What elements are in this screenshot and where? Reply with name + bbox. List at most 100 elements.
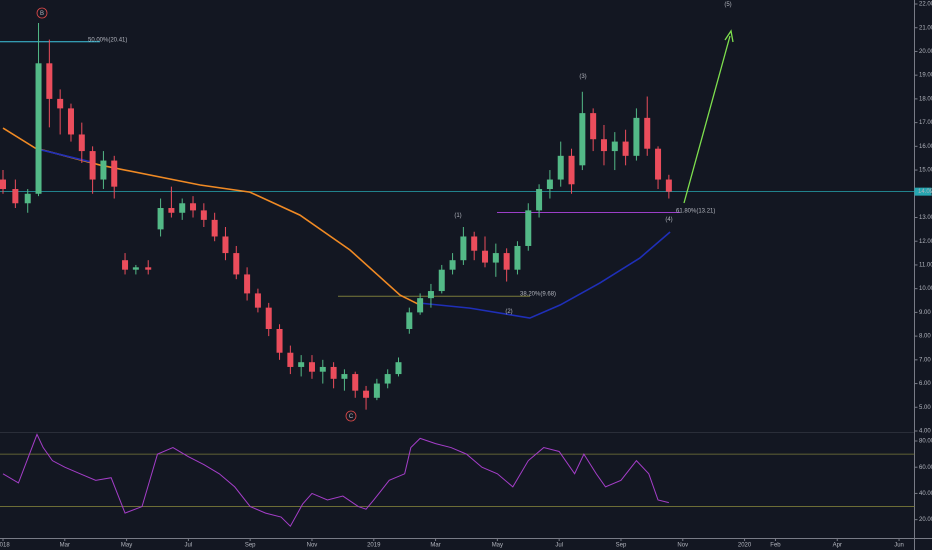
y-tick-label: 10.00 bbox=[919, 286, 932, 292]
candle-body bbox=[254, 293, 261, 308]
fib-label: 50.00%(20.41) bbox=[88, 38, 127, 44]
moving-average bbox=[36, 148, 96, 164]
candle-body bbox=[373, 383, 380, 398]
y-tick-label: 19.00 bbox=[919, 73, 932, 79]
wave-label: (5) bbox=[724, 2, 731, 8]
x-tick-label: May bbox=[121, 543, 132, 549]
x-tick-label: Jun bbox=[894, 543, 904, 549]
y-tick-label: 7.00 bbox=[919, 357, 931, 363]
candle-body bbox=[590, 113, 597, 140]
y-tick-label: 21.00 bbox=[919, 25, 932, 31]
rsi-tick-label: 40.00 bbox=[919, 491, 932, 497]
y-tick-label: 20.00 bbox=[919, 49, 932, 55]
x-tick-label: Nov bbox=[677, 543, 688, 549]
candle-body bbox=[12, 189, 19, 204]
y-tick-label: 18.00 bbox=[919, 96, 932, 102]
candle-body bbox=[122, 260, 129, 270]
candle-body bbox=[363, 390, 370, 398]
wave-circle bbox=[36, 7, 48, 19]
wave-label: B bbox=[40, 11, 44, 17]
candle-body bbox=[287, 352, 294, 367]
candle-body bbox=[525, 210, 532, 246]
candle-body bbox=[536, 189, 543, 211]
rsi-tick-label: 20.00 bbox=[919, 517, 932, 523]
y-tick-label: 11.00 bbox=[919, 263, 932, 269]
y-tick-label: 12.00 bbox=[919, 239, 932, 245]
x-tick-label: Mar bbox=[60, 543, 70, 549]
candle-body bbox=[417, 298, 424, 313]
rsi-tick-label: 80.00 bbox=[919, 439, 932, 445]
rsi-tick-label: 60.00 bbox=[919, 465, 932, 471]
x-tick-label: Sep bbox=[245, 543, 256, 549]
y-tick-label: 6.00 bbox=[919, 381, 931, 387]
y-tick-label: 22.00 bbox=[919, 2, 932, 8]
candle-body bbox=[633, 117, 640, 156]
candle-body bbox=[24, 193, 31, 204]
candle-body bbox=[276, 328, 283, 353]
candle-body bbox=[319, 366, 326, 372]
candle-body bbox=[557, 155, 564, 180]
y-tick-label: 4.00 bbox=[919, 429, 931, 435]
y-tick-label: 8.00 bbox=[919, 334, 931, 340]
candle-body bbox=[471, 236, 478, 251]
candle-body bbox=[352, 374, 359, 391]
rsi-line bbox=[2, 433, 669, 528]
candle-body bbox=[341, 374, 348, 379]
wave-label: (3) bbox=[579, 74, 586, 80]
x-tick-label: 2020 bbox=[738, 543, 752, 549]
candle-body bbox=[78, 134, 85, 152]
candle-body bbox=[57, 98, 64, 109]
candle-body bbox=[46, 63, 53, 99]
candle-body bbox=[157, 208, 164, 230]
candle-body bbox=[427, 291, 434, 299]
candle-body bbox=[222, 236, 229, 254]
candle-body bbox=[168, 208, 175, 213]
candle-body bbox=[492, 253, 499, 263]
candle-body bbox=[190, 203, 197, 211]
x-tick-label: Sep bbox=[616, 543, 627, 549]
candle-body bbox=[298, 362, 305, 367]
x-tick-label: Jul bbox=[185, 543, 193, 549]
candle-body bbox=[395, 362, 402, 375]
candle-body bbox=[265, 307, 272, 329]
x-tick-label: May bbox=[492, 543, 503, 549]
candle-body bbox=[514, 245, 521, 270]
wave-label: (1) bbox=[454, 213, 461, 219]
candle-body bbox=[200, 210, 207, 220]
candle-body bbox=[622, 141, 629, 156]
y-tick-label: 15.00 bbox=[919, 168, 932, 174]
candle-body bbox=[438, 269, 445, 292]
candle-body bbox=[406, 312, 413, 329]
candle-body bbox=[179, 203, 186, 213]
x-tick-label: 2018 bbox=[0, 543, 10, 549]
candle-body bbox=[482, 250, 489, 263]
candle-body bbox=[35, 63, 42, 194]
candle-body bbox=[449, 260, 456, 270]
y-tick-label: 9.00 bbox=[919, 310, 931, 316]
x-tick-label: Apr bbox=[833, 543, 842, 549]
candle-body bbox=[644, 117, 651, 149]
candle-body bbox=[100, 160, 107, 180]
x-tick-label: Nov bbox=[307, 543, 318, 549]
last-price-label: 14.09 bbox=[918, 189, 932, 195]
x-tick-label: 2019 bbox=[367, 543, 381, 549]
candle-body bbox=[330, 366, 337, 379]
projection-arrow bbox=[683, 29, 734, 204]
candle-body bbox=[384, 374, 391, 384]
candle-body bbox=[233, 253, 240, 275]
candle-body bbox=[655, 148, 662, 180]
candle-body bbox=[568, 155, 575, 185]
candle-body bbox=[89, 151, 96, 180]
candle-body bbox=[111, 160, 118, 187]
wave-label: (2) bbox=[505, 309, 512, 315]
candle-body bbox=[211, 219, 218, 237]
fib-label: 38.20%(9.68) bbox=[520, 292, 556, 298]
candle-body bbox=[132, 267, 139, 270]
fib-label: 61.80%(13.21) bbox=[676, 209, 715, 215]
candle-body bbox=[546, 179, 553, 190]
y-tick-label: 17.00 bbox=[919, 120, 932, 126]
last-price-tag bbox=[914, 187, 932, 196]
candle-body bbox=[611, 141, 618, 152]
